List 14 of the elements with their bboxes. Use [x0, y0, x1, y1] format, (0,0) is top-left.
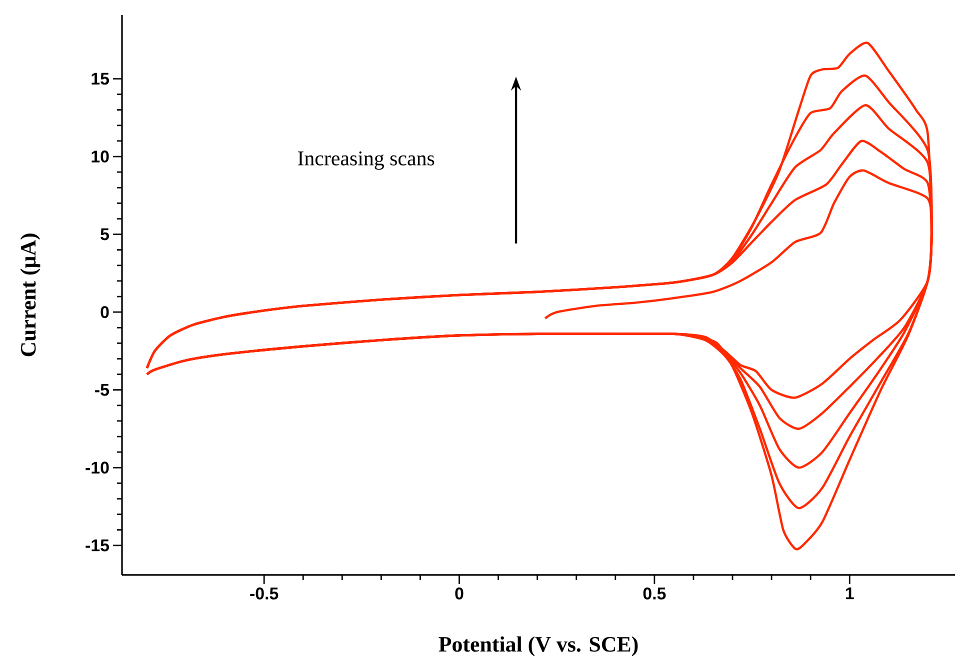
x-axis-title: Potential (V vs. SCE) — [438, 636, 638, 656]
y-axis-title: Current (μA) — [20, 234, 40, 356]
x-tick-label: 0 — [455, 588, 464, 600]
x-tick-label: 1 — [846, 588, 854, 600]
y-tick-label: 10 — [92, 150, 109, 163]
annotation: Increasing scans — [298, 151, 434, 170]
y-tick-label: 5 — [100, 228, 110, 240]
y-tick-label: -15 — [86, 540, 110, 552]
y-tick-label: 15 — [92, 72, 110, 85]
x-tick-label: -0.5 — [250, 588, 278, 600]
y-tick-label: 0 — [100, 306, 109, 318]
y-tick-label: -10 — [86, 462, 109, 474]
y-tick-label: -5 — [95, 384, 110, 396]
x-tick-label: 0.5 — [643, 588, 666, 600]
